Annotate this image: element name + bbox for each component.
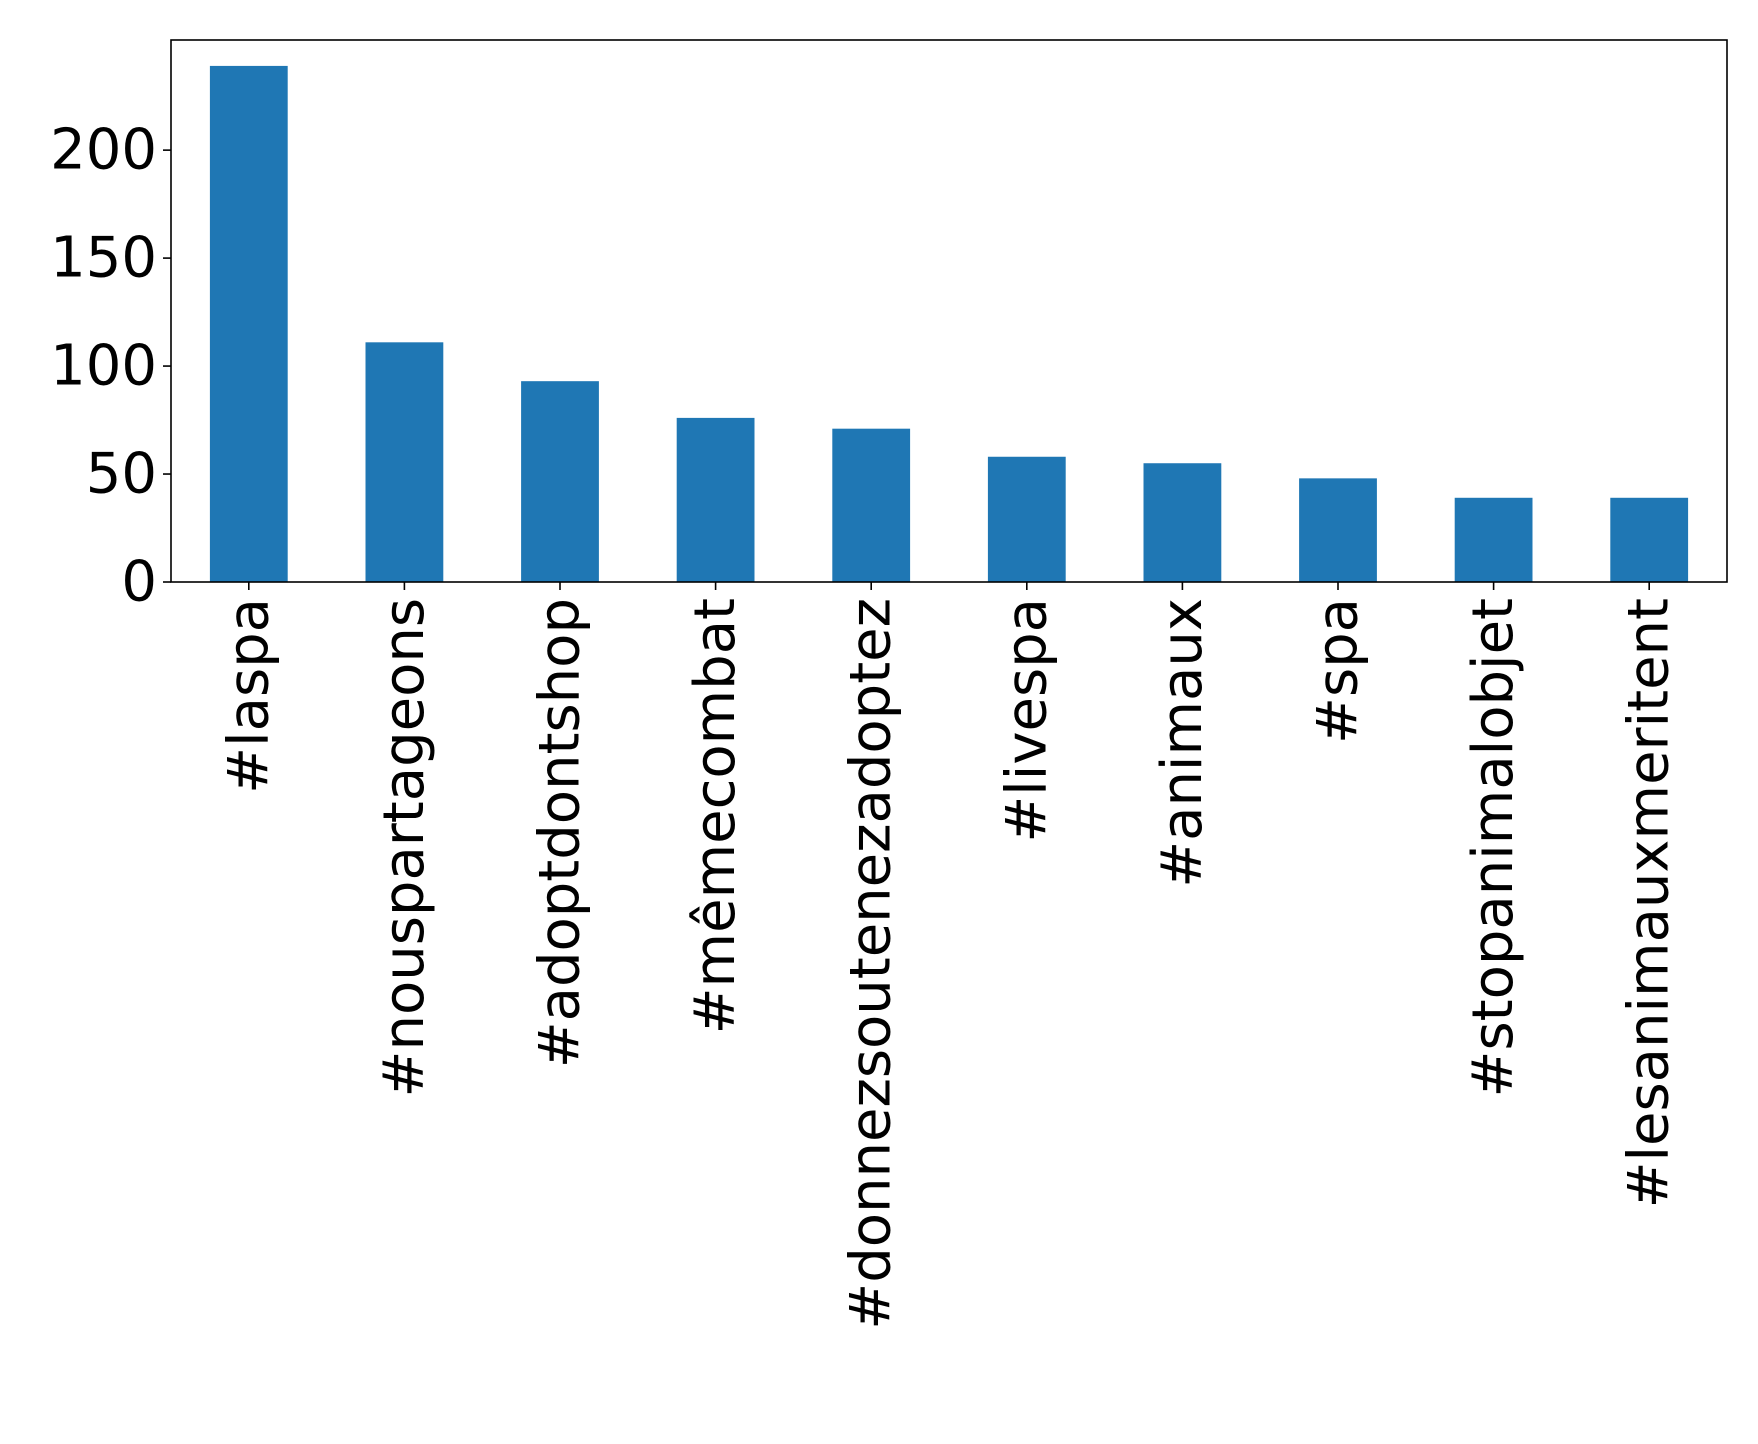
bars-group bbox=[209, 65, 1689, 582]
y-tick-label-4: 200 bbox=[50, 118, 157, 183]
bar-0 bbox=[209, 65, 288, 582]
bar-7 bbox=[1299, 478, 1377, 582]
plot-frame bbox=[170, 39, 1728, 583]
x-tick-label-9: #lesanimauxmeritent bbox=[1617, 598, 1682, 1208]
x-axis: #laspa #nouspartageons #adoptdontshop #même… bbox=[216, 582, 1682, 1330]
bar-6 bbox=[1143, 463, 1222, 582]
x-tick-label-7: #spa bbox=[1306, 598, 1371, 744]
bar-1 bbox=[365, 342, 444, 582]
y-tick-label-0: 0 bbox=[121, 550, 157, 615]
y-tick-label-1: 50 bbox=[86, 442, 157, 507]
x-tick-label-2: #adoptdontshop bbox=[528, 598, 593, 1068]
x-tick-label-4: #donnezsoutenezadoptez bbox=[839, 598, 904, 1330]
bar-9 bbox=[1610, 497, 1689, 582]
x-tick-label-8: #stopanimalobjet bbox=[1461, 598, 1526, 1097]
x-tick-label-3: #mêmecombat bbox=[683, 598, 748, 1034]
x-tick-label-1: #nouspartageons bbox=[372, 598, 437, 1097]
y-tick-label-2: 100 bbox=[50, 334, 157, 399]
x-tick-label-0: #laspa bbox=[216, 598, 281, 794]
x-tick-label-6: #animaux bbox=[1150, 598, 1215, 888]
y-tick-label-3: 150 bbox=[50, 226, 157, 291]
y-axis: 0 50 100 150 200 bbox=[50, 118, 171, 615]
bar-8 bbox=[1454, 497, 1533, 582]
x-tick-label-5: #livespa bbox=[994, 598, 1059, 843]
bar-5 bbox=[987, 456, 1066, 582]
bar-4 bbox=[832, 428, 911, 582]
bar-2 bbox=[521, 381, 599, 582]
bar-3 bbox=[676, 417, 755, 582]
